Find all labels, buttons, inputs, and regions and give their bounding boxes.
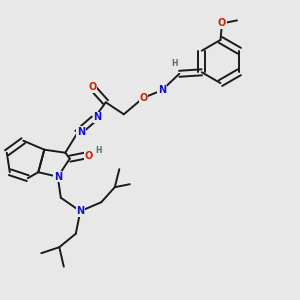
- Text: N: N: [158, 85, 166, 95]
- Text: O: O: [88, 82, 96, 92]
- Text: O: O: [139, 93, 147, 103]
- Text: H: H: [172, 59, 178, 68]
- Text: N: N: [76, 206, 84, 216]
- Text: O: O: [218, 18, 226, 28]
- Text: H: H: [95, 146, 101, 155]
- Text: O: O: [84, 151, 92, 161]
- Text: N: N: [54, 172, 62, 182]
- Text: N: N: [93, 112, 101, 122]
- Text: N: N: [77, 127, 85, 137]
